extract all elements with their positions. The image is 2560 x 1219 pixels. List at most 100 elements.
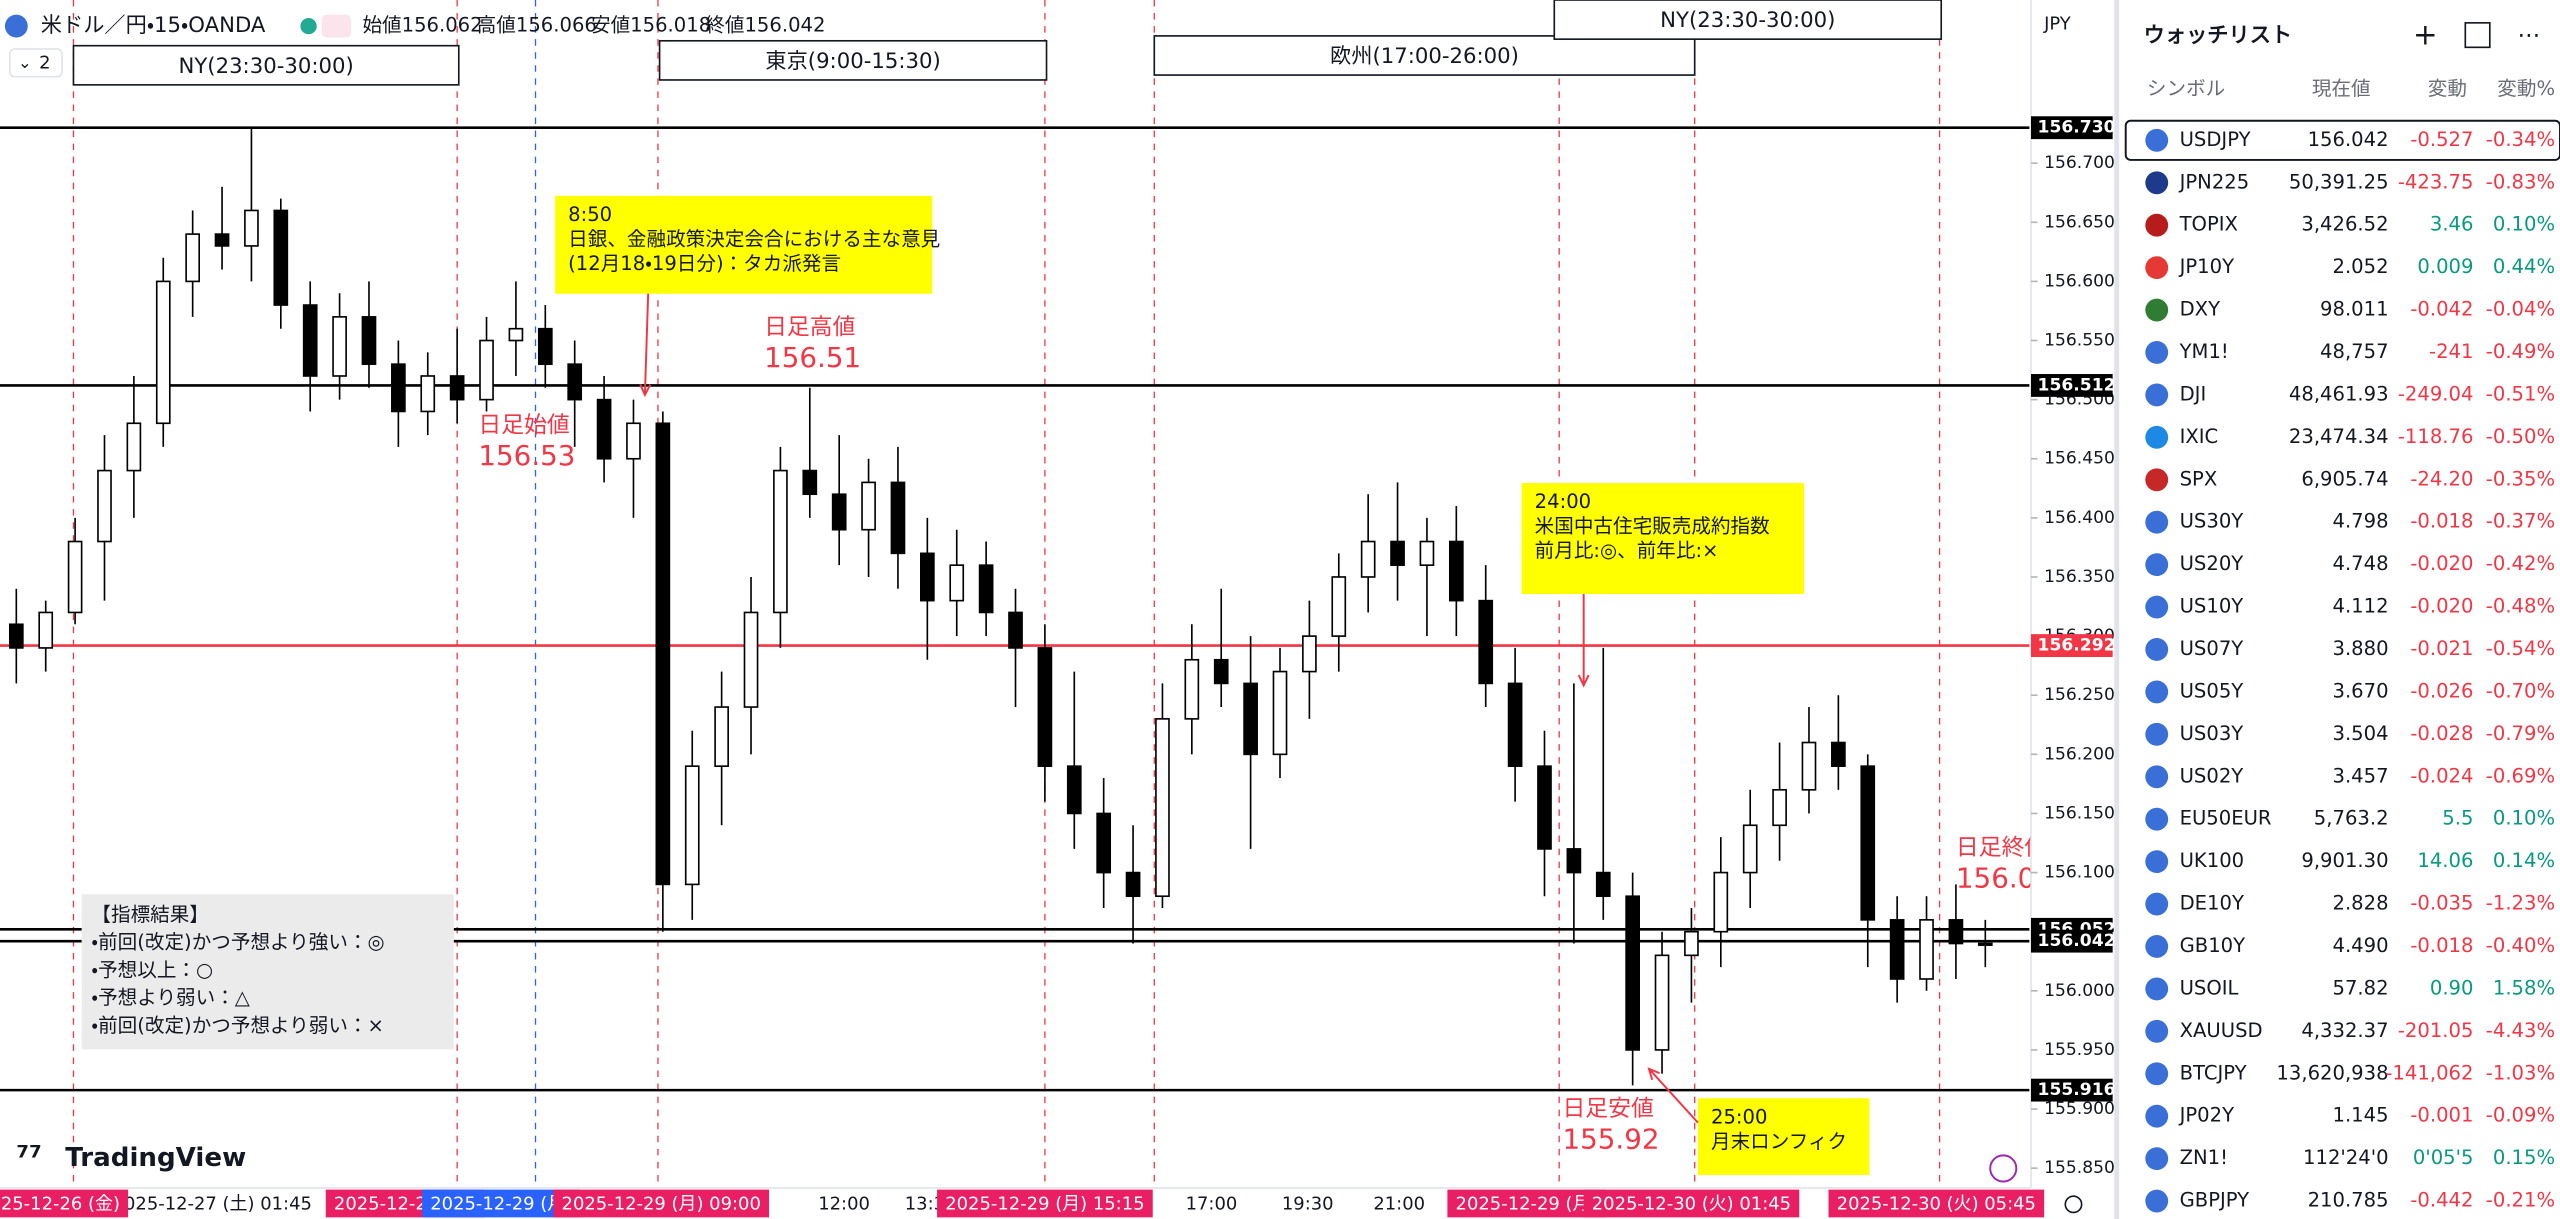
y-tick-label: 156.650 (2044, 212, 2115, 232)
currency-select[interactable]: JPY (2043, 13, 2071, 34)
watch-symbol: JP02Y (2178, 1104, 2235, 1127)
column-header[interactable]: 変動 (2428, 77, 2467, 100)
time-label: 19:30 (1282, 1193, 1334, 1214)
symbol-icon (2145, 935, 2169, 958)
level-price-badge (2031, 116, 2113, 140)
symbol-icon (2145, 595, 2169, 619)
candle-body (97, 469, 112, 543)
price-annotation-title: 日足始値 (478, 412, 569, 438)
add-symbol[interactable]: + (2413, 17, 2438, 51)
assistant-button[interactable] (1989, 1154, 2018, 1183)
y-tick-label: 155.900 (2044, 1099, 2115, 1119)
column-header[interactable]: 現在値 (2312, 77, 2371, 100)
layout-button[interactable] (8, 48, 63, 78)
watch-symbol: UK100 (2180, 849, 2245, 872)
watch-change: -0.024 (2410, 764, 2473, 787)
symbol-icon (2145, 425, 2169, 449)
candle-body (332, 316, 347, 377)
watch-price: 5,763.2 (2314, 807, 2389, 830)
y-tick-label: 156.600 (2044, 271, 2115, 291)
watch-price: 23,474.34 (2289, 425, 2389, 448)
candle-body (1831, 741, 1846, 767)
symbol-icon (2145, 383, 2169, 407)
watch-change-pct: 0.10% (2493, 807, 2555, 830)
watch-price: 6,905.74 (2301, 467, 2388, 490)
watch-price: 48,757 (2320, 340, 2389, 363)
watch-change: -249.04 (2398, 382, 2474, 405)
candle-body (1213, 658, 1229, 685)
session-box (1153, 35, 1696, 76)
watch-symbol: YM1! (2179, 340, 2229, 363)
price-annotation-title: 日足安値 (1562, 1096, 1653, 1122)
watch-symbol: TOPIX (2179, 213, 2238, 236)
watch-symbol: US20Y (2180, 552, 2244, 575)
time-label: 2025-12-29 (月) 15:15 (945, 1193, 1144, 1214)
candle-body (67, 540, 83, 614)
y-tick-label: 156.200 (2044, 744, 2115, 764)
price-annotation-title: 日足高値 (764, 315, 855, 341)
watch-change-pct: -0.51% (2486, 382, 2555, 405)
watch-change: -0.035 (2410, 892, 2473, 915)
candle-body (626, 422, 641, 460)
candle-body (1419, 540, 1435, 566)
symbol-icon (2145, 1189, 2169, 1213)
symbol-icon (2145, 1062, 2169, 1086)
level-price-badge (2031, 634, 2113, 657)
annotation-text: 24:00 (1535, 490, 1591, 513)
candle-body (1801, 741, 1817, 791)
watch-price: 3.504 (2332, 722, 2388, 745)
watch-symbol: DXY (2180, 298, 2220, 321)
watch-price: 4,332.37 (2301, 1019, 2388, 1042)
candle-body (185, 233, 200, 283)
watch-price: 3.670 (2332, 679, 2388, 702)
watch-change: -0.442 (2410, 1189, 2473, 1212)
layout-icon[interactable] (2464, 22, 2491, 49)
arrow-head (639, 384, 652, 398)
y-tick-label: 155.850 (2044, 1158, 2115, 1178)
watch-symbol: US02Y (2180, 764, 2244, 787)
legend-text: ・予想より弱い：△ (91, 986, 249, 1009)
watch-change-pct: -0.79% (2486, 722, 2555, 745)
candle-body (508, 327, 524, 342)
candle-body (302, 304, 318, 377)
watch-change-pct: -0.54% (2486, 637, 2555, 660)
candle-body (1948, 919, 1964, 945)
column-header[interactable]: シンボル (2147, 77, 2225, 100)
candle-body (920, 552, 935, 602)
symbol-icon (2145, 341, 2169, 364)
candle-body (831, 493, 847, 531)
watch-price: 3.457 (2332, 764, 2388, 787)
time-label: 2025-12-29 (月) 09:00 (562, 1193, 761, 1214)
candle-body (1125, 871, 1141, 898)
annotation-box (1697, 1098, 1870, 1175)
watch-change: -0.020 (2410, 552, 2473, 575)
watchlist-title[interactable]: ウォッチリスト (2144, 23, 2292, 48)
y-tick-label: 155.950 (2044, 1040, 2115, 1060)
column-header[interactable]: 変動% (2497, 77, 2555, 100)
ohlc-value: 終値156.042 (705, 14, 825, 37)
watch-symbol: USOIL (2180, 976, 2239, 999)
watch-change-pct: 0.15% (2493, 1146, 2555, 1169)
time-label: 2025-12-29 (月) (430, 1193, 572, 1214)
candle-body (890, 481, 906, 555)
candle-body (537, 327, 553, 365)
level-price-badge (2031, 374, 2113, 397)
watch-symbol: US03Y (2180, 722, 2244, 745)
watch-change-pct: -0.40% (2486, 934, 2555, 957)
y-tick-label: 156.100 (2044, 863, 2115, 883)
symbol-icon (2145, 256, 2169, 280)
time-label: 2025-12-27 (土) 01:45 (113, 1193, 312, 1214)
settings-button[interactable] (2064, 1195, 2083, 1214)
watch-change-pct: -0.50% (2486, 425, 2555, 448)
watch-change: 0.009 (2417, 255, 2473, 278)
candle-body (1713, 871, 1729, 933)
watch-change: -0.001 (2410, 1104, 2473, 1127)
annotation-text: 25:00 (1711, 1105, 1767, 1128)
time-label-badge (553, 1189, 770, 1218)
session-label: 東京(9:00-15:30) (765, 49, 940, 74)
watch-change: -0.028 (2410, 722, 2473, 745)
more-menu[interactable]: ⋯ (2518, 22, 2541, 48)
watch-price: 9,901.30 (2301, 849, 2388, 872)
watch-change: -0.042 (2410, 298, 2473, 321)
